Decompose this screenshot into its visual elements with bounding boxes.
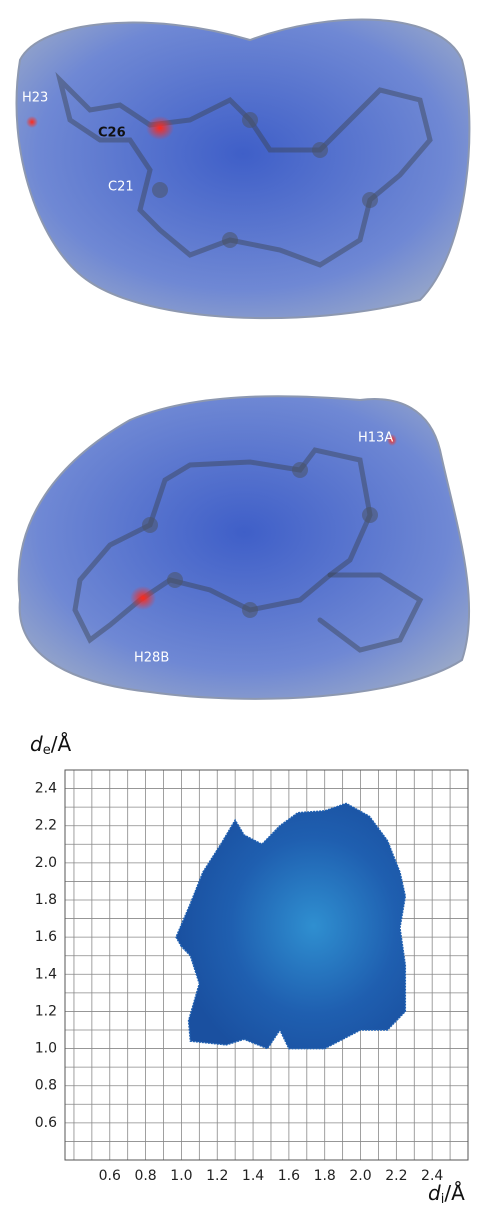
atom-label: H13A	[358, 431, 393, 446]
y-tick-label: 1.4	[35, 966, 57, 982]
figure: H23 C26 C21 H13A H28B 0.6 0.8 1.0 1.2 1.4 1.6…	[0, 0, 496, 1209]
x-tick-label: 1.4	[242, 1168, 264, 1184]
x-tick-label: 0.8	[134, 1168, 156, 1184]
x-axis-unit: /Å	[444, 1181, 465, 1205]
fingerprint-region	[176, 803, 405, 1048]
y-tick-label: 1.8	[35, 892, 57, 908]
y-axis-label: de/Å	[30, 732, 71, 758]
y-tick-label: 2.4	[35, 781, 57, 797]
x-tick-label: 0.6	[99, 1168, 121, 1184]
y-tick-label: 2.2	[35, 818, 57, 834]
atom-label: H23	[22, 91, 48, 106]
y-tick-label: 0.8	[35, 1078, 57, 1094]
atom-label: H28B	[134, 651, 169, 666]
y-tick-label: 1.6	[35, 929, 57, 945]
x-axis-label: di/Å	[428, 1181, 465, 1207]
y-axis-sub: e	[43, 743, 51, 758]
x-tick-label: 2.2	[385, 1168, 407, 1184]
y-tick-label: 0.6	[35, 1115, 57, 1131]
y-axis-var: d	[30, 732, 43, 756]
y-tick-label: 1.2	[35, 1003, 57, 1019]
atom-label: C21	[108, 180, 134, 195]
fingerprint-plot: 0.6 0.8 1.0 1.2 1.4 1.6 1.8 2.0 2.2 2.4 0.6 0.8 1.0 1…	[35, 770, 468, 1184]
x-axis-var: d	[428, 1181, 441, 1205]
atom-label: C26	[98, 126, 126, 141]
x-tick-label: 1.2	[206, 1168, 228, 1184]
surface-1: H23 C26 C21	[16, 20, 469, 319]
surface-2: H13A H28B	[19, 396, 469, 699]
y-tick-label: 2.0	[35, 855, 57, 871]
x-tick-label: 1.0	[170, 1168, 192, 1184]
x-tick-label: 2.0	[349, 1168, 371, 1184]
x-tick-label: 1.8	[314, 1168, 336, 1184]
y-axis-unit: /Å	[51, 732, 72, 756]
y-tick-label: 1.0	[35, 1041, 57, 1057]
x-tick-label: 1.6	[278, 1168, 300, 1184]
